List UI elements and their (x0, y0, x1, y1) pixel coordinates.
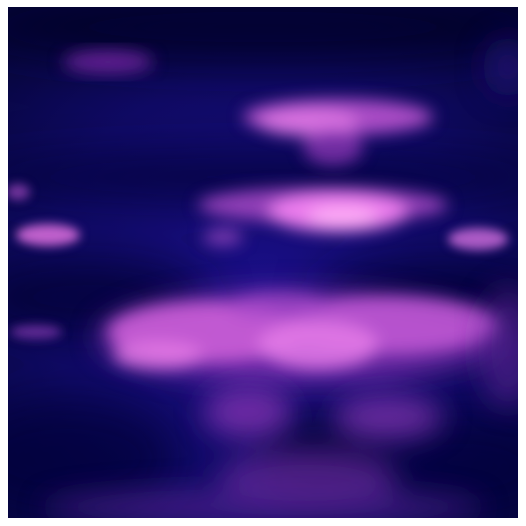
top-left-blob (63, 50, 153, 74)
bottom-blob (43, 387, 483, 518)
upper-blob (243, 99, 433, 165)
middle-blob (198, 187, 448, 245)
right-edge-glow (478, 37, 518, 407)
abstract-photo (8, 7, 518, 518)
middle-blob-sides (8, 184, 508, 339)
shadow-bands (8, 7, 518, 518)
abstract-photo-art (8, 7, 518, 518)
lower-large-blob (108, 293, 498, 369)
